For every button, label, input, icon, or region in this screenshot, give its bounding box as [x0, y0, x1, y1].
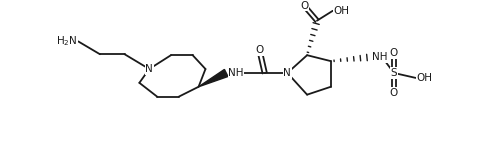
Text: N: N	[146, 64, 153, 74]
Text: H$_2$N: H$_2$N	[55, 34, 77, 48]
Polygon shape	[199, 69, 228, 87]
Text: NH: NH	[372, 52, 388, 62]
Text: OH: OH	[334, 6, 350, 16]
Text: S: S	[390, 68, 397, 78]
Text: O: O	[390, 88, 398, 98]
Text: OH: OH	[416, 73, 433, 83]
Text: O: O	[390, 48, 398, 58]
Text: NH: NH	[228, 68, 244, 78]
Text: N: N	[283, 68, 291, 78]
Text: O: O	[300, 1, 308, 11]
Text: O: O	[255, 45, 264, 55]
